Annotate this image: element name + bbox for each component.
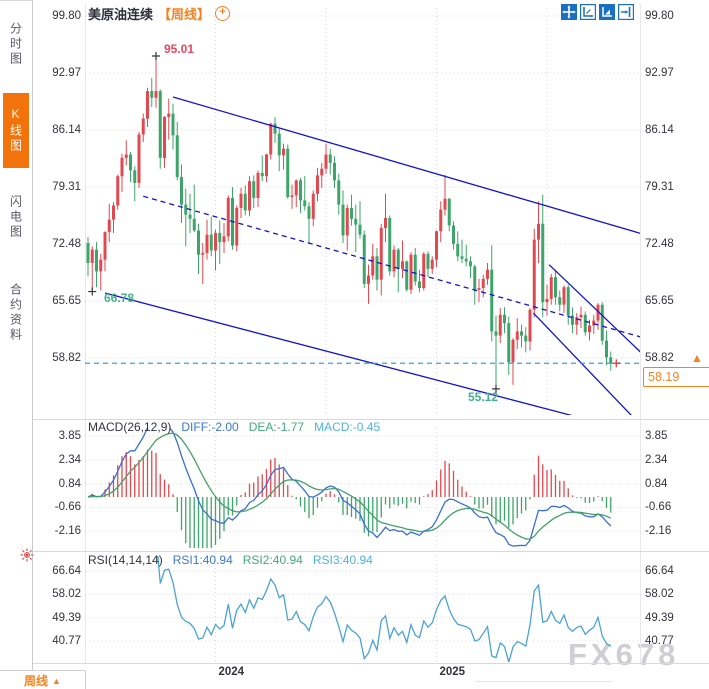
y-axis-label: 66.64 — [645, 565, 674, 577]
sidebar-tab-time-chart[interactable]: 分时图 — [8, 21, 23, 67]
trendlines — [104, 96, 640, 415]
rsi-header: RSI(14,14,14) RSI1:40.94 RSI2:40.94 RSI3… — [88, 553, 373, 567]
add-compare-icon[interactable]: + — [215, 6, 231, 21]
high-annotation: 95.01 — [164, 42, 195, 56]
x-axis-year-label: 2024 — [218, 666, 245, 678]
y-axis-label: 2.34 — [645, 453, 668, 466]
price-markers — [88, 51, 621, 393]
sidebar-tab-contract-info[interactable]: 合约资料 — [8, 283, 23, 343]
macd-value: MACD:-0.45 — [314, 420, 381, 434]
macd-diff-value: DIFF:-2.00 — [181, 420, 239, 434]
x-axis-year-label: 2025 — [439, 666, 466, 678]
y-axis-label: 66.64 — [52, 565, 81, 577]
macd-title: MACD(26,12,9) — [88, 420, 172, 434]
macd-pane — [85, 428, 640, 548]
macd-histogram — [91, 449, 612, 548]
y-axis-label: 0.84 — [58, 477, 81, 490]
y-axis-label: -0.66 — [645, 501, 672, 514]
sidebar: 分时图 K线图 闪电图 合约资料 — [0, 0, 33, 689]
y-axis-label: 92.97 — [52, 66, 81, 79]
last-price-box: 58.19 — [643, 367, 709, 387]
y-axis-label: 79.31 — [645, 180, 674, 193]
panel-separator — [33, 419, 709, 420]
period-arrow-icon: ▲ — [52, 675, 61, 686]
rsi1-value: RSI1:40.94 — [172, 553, 233, 567]
indicator-settings-icon[interactable] — [20, 548, 34, 567]
period-tag: 【周线】 — [158, 7, 211, 22]
axis-scale-icon[interactable] — [599, 4, 615, 20]
y-axis-label: 49.39 — [52, 611, 81, 624]
macd-dea-line — [87, 432, 612, 540]
low-left-annotation: 66.78 — [104, 291, 135, 305]
axis-zoom-icon[interactable] — [579, 3, 597, 21]
main-price-pane — [85, 8, 640, 415]
period-label: 周线 — [24, 674, 49, 688]
candles — [86, 55, 613, 389]
divider-line — [475, 681, 612, 682]
y-axis-label: -2.16 — [54, 525, 81, 538]
rsi3-value: RSI3:40.94 — [312, 553, 373, 567]
chart-title-row: 美原油连续 【周线】 + — [88, 4, 231, 23]
y-axis-label: 65.65 — [645, 294, 674, 307]
y-axis-label: -0.66 — [54, 501, 81, 514]
y-axis-label: 58.82 — [52, 351, 81, 364]
y-axis-label: 86.14 — [645, 123, 674, 136]
y-axis-label: 92.97 — [645, 66, 674, 79]
symbol-name: 美原油连续 — [88, 7, 154, 22]
price-alert-arrow-icon: ▲ — [691, 351, 703, 365]
y-axis-label: 58.82 — [645, 351, 674, 364]
crosshair-move-icon[interactable] — [561, 4, 577, 20]
macd-diff-line — [87, 428, 612, 547]
y-axis-label: 58.02 — [645, 588, 674, 601]
y-axis-label: 99.80 — [645, 10, 674, 22]
collapse-right-icon[interactable] — [617, 3, 635, 21]
y-axis-label: 65.65 — [52, 294, 81, 307]
rsi-title: RSI(14,14,14) — [88, 553, 163, 567]
y-axis-label: 72.48 — [52, 237, 81, 250]
x-axis-line — [33, 663, 709, 664]
fx678-watermark: FX678 — [568, 637, 680, 672]
y-axis-label: 0.84 — [645, 477, 668, 490]
y-axis-label: 86.14 — [52, 123, 81, 136]
y-axis-label: 3.85 — [645, 430, 668, 443]
y-axis-label: 40.77 — [52, 635, 81, 647]
rsi-pane — [85, 556, 640, 662]
chart-toolbar — [561, 3, 635, 21]
plot-left-edge — [85, 4, 86, 663]
y-axis-label: 58.02 — [52, 588, 81, 601]
sidebar-tab-kline-chart[interactable]: K线图 — [3, 93, 29, 168]
low-right-annotation: 55.12 — [468, 390, 499, 404]
y-axis-label: 99.80 — [52, 10, 81, 22]
rsi-line — [157, 556, 612, 662]
period-selector[interactable]: 周线 ▲ — [0, 670, 86, 689]
plot-right-edge — [640, 4, 641, 663]
panel-separator — [33, 551, 709, 552]
y-axis-label: -2.16 — [645, 525, 672, 538]
y-axis-label: 72.48 — [645, 237, 674, 250]
y-axis-label: 79.31 — [52, 180, 81, 193]
y-axis-label: 3.85 — [58, 430, 81, 443]
sidebar-tab-lightning-chart[interactable]: 闪电图 — [8, 194, 23, 240]
macd-dea-value: DEA:-1.77 — [248, 420, 305, 434]
y-axis-label: 2.34 — [58, 453, 81, 466]
y-axis-label: 40.77 — [645, 635, 674, 647]
rsi2-value: RSI2:40.94 — [242, 553, 303, 567]
y-axis-label: 49.39 — [645, 611, 674, 624]
macd-header: MACD(26,12,9) DIFF:-2.00 DEA:-1.77 MACD:… — [88, 420, 380, 434]
